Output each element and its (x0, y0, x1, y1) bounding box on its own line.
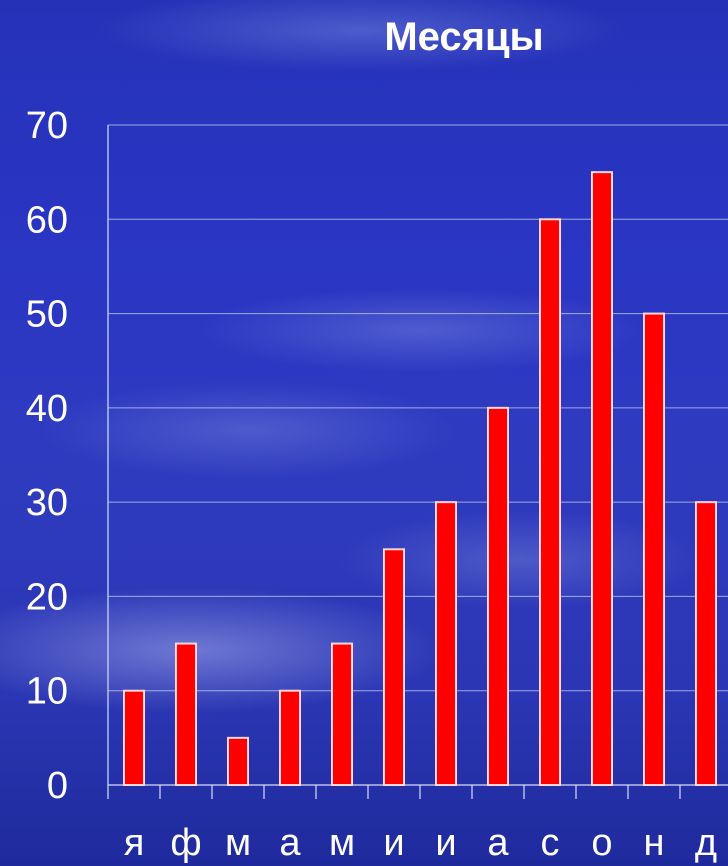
y-tick-label: 30 (26, 482, 68, 524)
y-tick-label: 60 (26, 199, 68, 241)
x-tick-label: а (279, 822, 301, 864)
x-tick-label: м (329, 822, 355, 864)
x-tick-label: я (124, 822, 145, 864)
bar (383, 548, 405, 786)
y-tick-label: 0 (47, 765, 68, 807)
bar (123, 689, 145, 787)
y-tick-label: 20 (26, 576, 68, 618)
chart-title: Месяцы (384, 15, 543, 59)
bar (539, 218, 561, 787)
bar (331, 642, 353, 786)
x-tick-label: д (695, 822, 717, 864)
y-tick-label: 70 (26, 105, 68, 147)
x-tick-label: и (383, 822, 404, 864)
y-tick-labels: 0 10 20 30 40 50 60 70 (26, 105, 68, 807)
bar (487, 406, 509, 786)
bar (591, 171, 613, 786)
bar (695, 501, 717, 786)
bar (175, 642, 197, 786)
x-tick-label: а (487, 822, 509, 864)
bar (643, 312, 665, 786)
y-tick-label: 50 (26, 294, 68, 336)
y-tick-label: 40 (26, 388, 68, 430)
gridlines (108, 124, 728, 692)
x-tick-label: о (591, 822, 612, 864)
bar (279, 689, 301, 787)
bars (123, 171, 717, 787)
x-tick-label: и (435, 822, 456, 864)
x-tick-label: н (644, 822, 665, 864)
x-tick-label: м (225, 822, 251, 864)
x-tick-label: с (541, 822, 560, 864)
bar (435, 501, 457, 786)
y-tick-label: 10 (26, 671, 68, 713)
axes (107, 125, 728, 799)
bar (227, 736, 249, 786)
x-tick-label: ф (170, 822, 201, 864)
